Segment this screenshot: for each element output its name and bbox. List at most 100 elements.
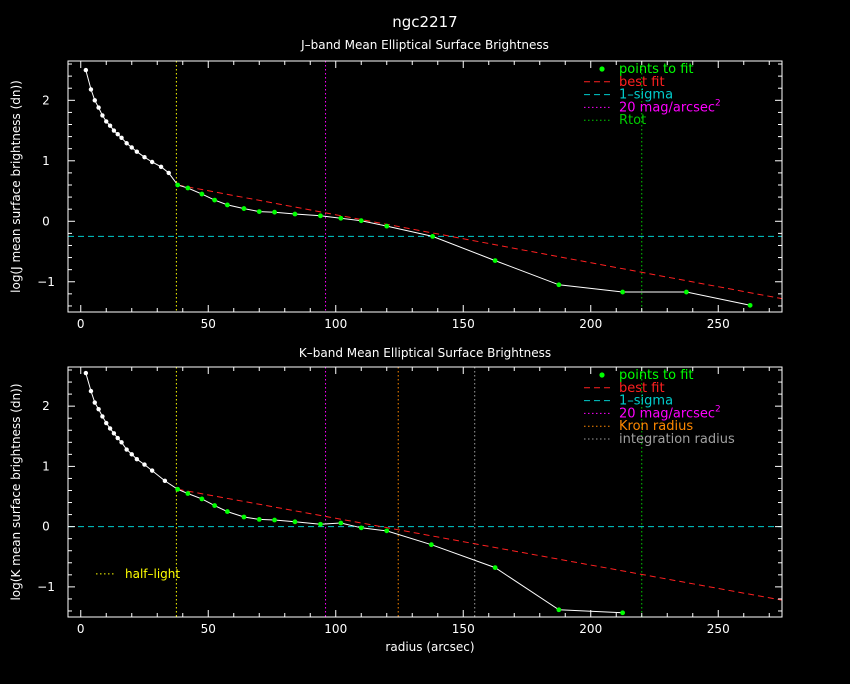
fit-point	[358, 218, 364, 224]
profile-point	[134, 456, 140, 462]
profile-point	[100, 113, 105, 118]
y-tick-label: 2	[42, 93, 50, 107]
legend-swatch-points-to-fit	[599, 372, 605, 378]
fit-point	[241, 206, 247, 211]
legend-label-points-to-fit: points to fit	[619, 62, 694, 77]
fit-point	[620, 289, 626, 295]
profile-point	[142, 462, 147, 467]
legend-label-best-fit: best fit	[619, 75, 665, 90]
profile-point	[96, 406, 101, 412]
fit-point	[492, 565, 498, 571]
fit-point	[212, 197, 218, 203]
legend-label-one-sigma: 1–sigma	[619, 88, 673, 103]
x-tick-label: 150	[452, 622, 475, 636]
profile-point	[119, 135, 124, 141]
y-axis-label: log(K mean surface brightness (dn))	[9, 383, 23, 600]
fit-point	[256, 209, 262, 215]
y-tick-label: 0	[42, 214, 50, 228]
profile-point	[158, 164, 164, 170]
profile-point	[129, 145, 134, 150]
panel-title: K–band Mean Elliptical Surface Brightnes…	[299, 346, 551, 360]
profile-point	[107, 426, 113, 431]
y-tick-label: 2	[42, 399, 50, 413]
legend-superscript: 2	[715, 98, 721, 108]
profile-point	[149, 468, 155, 473]
profile-point	[149, 159, 155, 165]
fit-point	[185, 491, 191, 496]
fit-point	[556, 607, 562, 613]
fit-point	[338, 520, 344, 526]
fit-point	[338, 215, 344, 221]
fit-point	[175, 486, 181, 492]
plot-area	[68, 367, 782, 617]
fit-point	[256, 517, 262, 522]
profile-point	[115, 435, 120, 441]
fit-point	[272, 517, 277, 523]
fit-point	[556, 282, 562, 288]
fit-point	[318, 521, 323, 527]
fit-point	[428, 542, 434, 548]
legend-superscript: 2	[715, 404, 721, 414]
x-tick-label: 150	[452, 317, 475, 331]
x-tick-label: 0	[77, 622, 85, 636]
fit-point	[292, 211, 298, 217]
profile-point	[104, 119, 109, 124]
y-tick-label: −1	[37, 275, 55, 289]
x-tick-label: 100	[324, 317, 347, 331]
fit-point	[430, 233, 436, 239]
legend-label-kron: Kron radius	[619, 419, 693, 434]
fit-point	[384, 223, 390, 229]
best-fit-line	[177, 184, 782, 300]
fit-point	[292, 519, 298, 525]
profile-point	[142, 154, 147, 160]
profile-point	[104, 420, 109, 426]
fit-point	[175, 182, 181, 188]
y-tick-label: −1	[37, 580, 55, 594]
y-tick-label: 0	[42, 520, 50, 534]
x-tick-label: 250	[707, 317, 730, 331]
profile-point	[83, 370, 89, 376]
legend-label-points-to-fit: points to fit	[619, 368, 694, 383]
x-tick-label: 200	[579, 622, 602, 636]
legend-label-mag20: 20 mag/arcsec2	[619, 404, 721, 421]
fit-point	[199, 496, 205, 502]
x-tick-label: 100	[324, 622, 347, 636]
x-axis-label: radius (arcsec)	[385, 640, 474, 654]
profile-point	[124, 447, 129, 452]
x-tick-label: 0	[77, 317, 85, 331]
plot-frame	[67, 60, 783, 313]
fit-point	[620, 610, 626, 616]
profile-point	[115, 131, 120, 137]
profile-point	[162, 478, 168, 484]
fit-point	[747, 302, 753, 308]
y-axis-label: log(J mean surface brightness (dn))	[9, 80, 23, 293]
profile-point	[119, 440, 124, 445]
fit-point	[212, 503, 218, 508]
x-tick-label: 200	[579, 317, 602, 331]
profile-point	[96, 105, 101, 110]
fit-point	[318, 213, 323, 219]
x-tick-label: 50	[201, 622, 216, 636]
fit-point	[224, 509, 230, 514]
profile-point	[129, 452, 134, 457]
profile-point	[88, 388, 94, 394]
profile-point	[111, 431, 117, 436]
fit-point	[272, 209, 277, 215]
profile-point	[107, 123, 113, 128]
annotation-label: half–light	[125, 567, 180, 581]
fit-point	[492, 258, 498, 263]
plot-frame	[67, 366, 783, 618]
legend-label-integration: integration radius	[619, 432, 735, 447]
profile-point	[92, 98, 97, 103]
legend-label-best-fit: best fit	[619, 381, 665, 396]
fit-point	[384, 528, 390, 534]
legend-label-one-sigma: 1–sigma	[619, 394, 673, 409]
profile-point	[100, 414, 105, 419]
fit-point	[683, 289, 689, 295]
legend-swatch-points-to-fit	[599, 66, 605, 72]
legend-label-rtot: Rtot	[619, 113, 646, 128]
profile-point	[134, 149, 140, 154]
